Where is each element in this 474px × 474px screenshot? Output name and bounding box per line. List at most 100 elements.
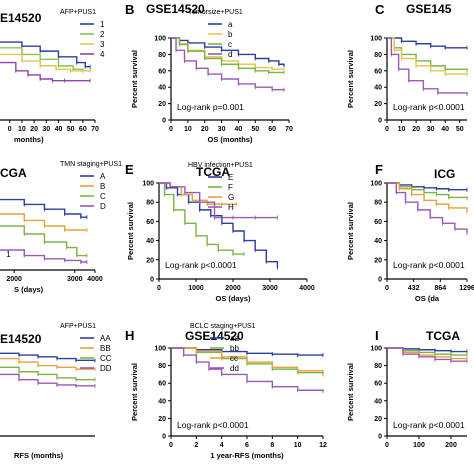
x-tick-label: 20 [30,126,38,133]
x-tick-label: 50 [251,126,259,133]
legend-entry: cc [230,354,238,363]
x-axis-label: S (days) [14,285,44,294]
y-tick-label: 0 [378,277,382,284]
series-line-d [171,37,284,91]
axes: 0 20 40 60 80 100 0 10 20 30 40 50 60 70 [154,36,293,134]
logrank-annotation: Log-rank p<0.0001 [393,102,465,112]
x-tick-label: 50 [67,126,75,133]
x-tick-label: 30 [427,126,435,133]
y-tick-label: 20 [374,257,382,264]
panel-title: GSE145 [406,2,452,16]
panel-c: C GSE145 0 20 40 60 80 100 0 10 20 30 40 50 Percent su… [346,2,468,133]
series-line-4 [0,61,91,82]
x-tick-label: 2 [194,442,198,449]
logrank-annotation: Log-rank p=0.001 [177,102,244,112]
panel-letter: I [375,328,379,343]
series-line-B [0,213,87,231]
x-tick-label: 60 [268,126,276,133]
y-tick-label: 40 [146,238,154,245]
y-tick-label: 40 [374,85,382,92]
y-tick-label: 20 [158,101,166,108]
legend-entry: AA [100,334,111,343]
x-tick-label: 200 [445,442,457,449]
x-tick-label: 0 [385,285,389,292]
panel-letter: E [125,162,134,177]
x-tick-label: 10 [18,126,26,133]
legend-entry: A [100,172,106,181]
legend-entry: B [100,182,105,191]
x-tick-label: 0 [8,126,12,133]
x-tick-label: 20 [201,126,209,133]
legend-entry: BB [100,344,111,353]
x-tick-label: 0 [169,126,173,133]
series-group [159,182,279,270]
x-tick-label: 30 [218,126,226,133]
x-tick-label: 6 [245,442,249,449]
x-tick-label: 40 [441,126,449,133]
x-tick-label: 40 [235,126,243,133]
legend-title: AFP+PUS1 [60,9,96,16]
y-tick-label: 0 [378,434,382,441]
x-tick-label: 30 [42,126,50,133]
legend-entry: C [100,192,106,201]
y-tick-label: 80 [158,52,166,59]
x-tick-label: 0 [157,285,161,292]
y-tick-label: 100 [142,181,154,188]
axes: 0 20 40 60 80 100 0 10 20 30 40 50 [370,36,467,133]
y-axis-label: Percent survival [346,50,355,108]
y-tick-label: 60 [146,219,154,226]
axes: 0 20 40 60 80 100 0 432 864 1296 [370,181,474,293]
legend-entry: d [228,50,232,59]
panel-title: TCGA [196,165,230,179]
x-tick-label: 1296 [459,285,474,292]
panel-letter: B [125,2,134,17]
x-tick-label: 432 [408,285,420,292]
series-group [0,198,88,264]
series-group [387,37,468,96]
y-axis-label: Percent survival [346,363,355,421]
x-tick-label: 4000 [87,276,103,283]
panel-title: E14520 [0,11,42,25]
panel-title: CGA [0,166,27,180]
series-line-1 [387,37,467,49]
y-tick-label: 100 [154,36,166,43]
series-line-c [171,37,284,74]
legend-entry: DD [100,364,112,373]
axes: 0 20 40 60 80 100 0 2 4 6 8 10 12 [154,346,327,450]
x-tick-label: 70 [285,126,293,133]
series-group [171,37,285,92]
y-axis-label: Percent survival [346,202,355,260]
x-tick-label: 4 [220,442,224,449]
x-tick-label: 4000 [299,285,315,292]
panel-letter: F [375,162,383,177]
x-axis-label: OS (days) [215,294,251,303]
y-tick-label: 40 [374,238,382,245]
panel-b: B GSE14520 0 20 40 60 80 100 0 10 20 30 40 50 60 70 OS (… [125,2,293,144]
x-tick-label: 3000 [262,285,278,292]
panel-letter: H [125,328,134,343]
x-tick-label: 60 [79,126,87,133]
y-axis-label: Percent survival [130,50,139,108]
y-tick-label: 0 [162,434,166,441]
x-tick-label: 0 [169,442,173,449]
y-tick-label: 20 [146,257,154,264]
x-tick-label: 50 [456,126,464,133]
series-line-E [159,182,279,268]
y-tick-label: 0 [162,118,166,125]
legend-entry: E [228,173,233,182]
x-tick-label: 0 [385,126,389,133]
plot-mark: 1 [6,250,11,259]
series-line-D [0,249,87,263]
legend-title: TMN staging+PUS1 [60,161,122,168]
logrank-annotation: Log-rank p<0.0001 [177,420,249,430]
legend-entry: dd [230,364,239,373]
legend-entry: aa [230,334,239,343]
legend-title: Tumorsize+PUS1 [188,9,243,16]
